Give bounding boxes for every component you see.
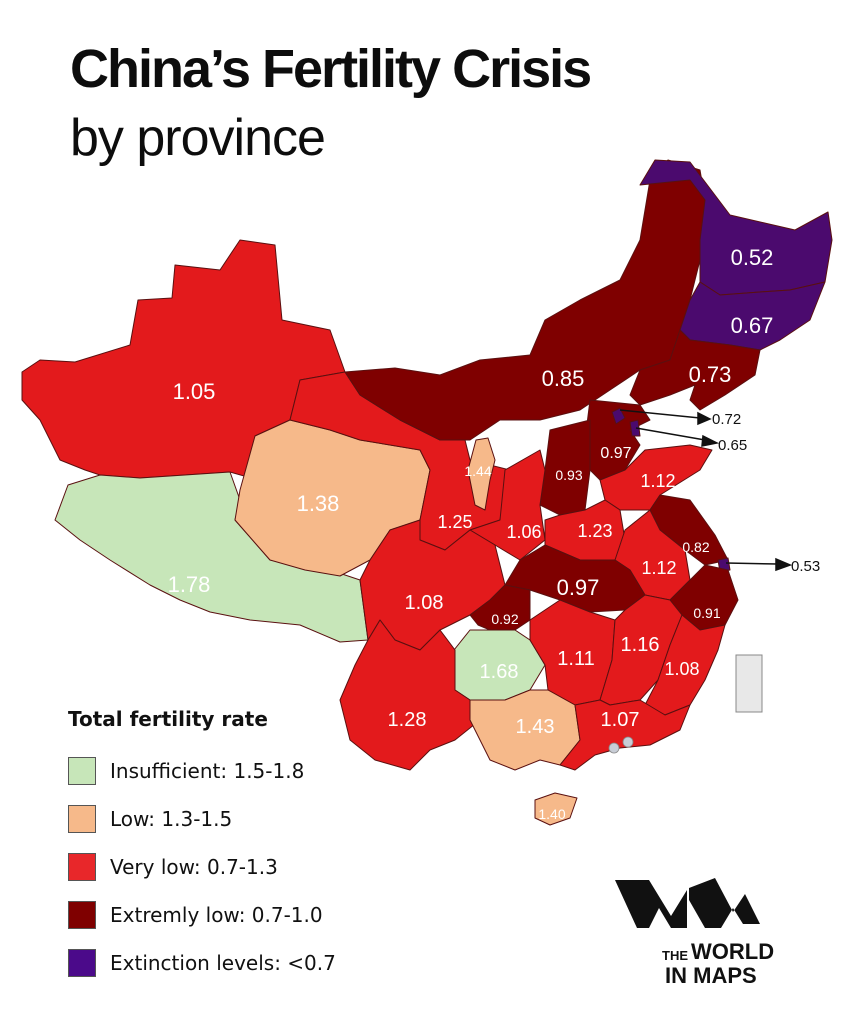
label-hebei: 0.97 bbox=[600, 445, 631, 462]
logo-world: WORLD bbox=[691, 939, 775, 964]
legend-item-low: Low: 1.3-1.5 bbox=[68, 795, 336, 843]
label-guangdong: 1.07 bbox=[601, 709, 640, 731]
legend-swatch-extinction bbox=[68, 949, 96, 977]
label-tibet: 1.78 bbox=[168, 572, 211, 597]
region-hongkong bbox=[622, 736, 634, 748]
label-fujian: 1.08 bbox=[664, 659, 699, 679]
brand-logo: THE WORLD IN MAPS bbox=[615, 878, 805, 988]
label-gansu: 1.25 bbox=[437, 512, 472, 532]
arrow-shanghai bbox=[725, 562, 779, 565]
legend-item-extremely-low: Extremly low: 0.7-1.0 bbox=[68, 891, 336, 939]
page-title: China’s Fertility Crisis bbox=[70, 39, 592, 99]
legend-label: Low: 1.3-1.5 bbox=[110, 807, 233, 831]
legend-item-extinction: Extinction levels: <0.7 bbox=[68, 939, 336, 987]
arrow-tianjin bbox=[635, 427, 706, 441]
label-hubei: 0.97 bbox=[557, 575, 600, 600]
legend-label: Extinction levels: <0.7 bbox=[110, 951, 336, 975]
region-ningxia bbox=[467, 437, 496, 511]
legend-label: Insufficient: 1.5-1.8 bbox=[110, 759, 305, 783]
region-tianjin bbox=[629, 419, 641, 437]
label-heilongjiang: 0.52 bbox=[731, 245, 774, 270]
label-hainan: 1.40 bbox=[538, 806, 565, 822]
arrow-head-shanghai bbox=[775, 557, 793, 572]
label-sichuan: 1.08 bbox=[405, 592, 444, 614]
region-guangdong bbox=[559, 699, 691, 771]
label-yunnan: 1.28 bbox=[388, 709, 427, 731]
label-guangxi: 1.43 bbox=[516, 716, 555, 738]
logo-the: THE bbox=[662, 948, 688, 963]
region-fujian bbox=[644, 614, 726, 716]
label-hunan: 1.11 bbox=[557, 648, 594, 670]
arrow-head-beijing bbox=[697, 411, 712, 426]
label-anhui: 1.12 bbox=[641, 558, 676, 578]
label-shanxi: 0.93 bbox=[555, 467, 582, 483]
label-inner-mongolia: 0.85 bbox=[542, 366, 585, 391]
legend-label: Very low: 0.7-1.3 bbox=[110, 855, 278, 879]
legend-item-insufficient: Insufficient: 1.5-1.8 bbox=[68, 747, 336, 795]
label-jiangsu: 0.82 bbox=[682, 539, 709, 555]
legend-swatch-very-low bbox=[68, 853, 96, 881]
label-jiangxi: 1.16 bbox=[621, 634, 660, 656]
label-shanghai: 0.53 bbox=[791, 558, 820, 575]
legend-title: Total fertility rate bbox=[68, 707, 268, 731]
label-qinghai: 1.38 bbox=[297, 491, 340, 516]
logo-in-maps: IN MAPS bbox=[665, 963, 757, 988]
label-tianjin: 0.65 bbox=[718, 437, 747, 454]
region-liaoning bbox=[629, 329, 761, 411]
legend-swatch-low bbox=[68, 805, 96, 833]
arrow-beijing bbox=[619, 409, 701, 419]
label-zhejiang: 0.91 bbox=[693, 605, 720, 621]
region-hainan bbox=[534, 792, 578, 826]
label-liaoning: 0.73 bbox=[689, 362, 732, 387]
legend-label: Extremly low: 0.7-1.0 bbox=[110, 903, 323, 927]
arrow-head-tianjin bbox=[701, 434, 720, 447]
page-subtitle: by province bbox=[70, 109, 326, 167]
region-macau bbox=[608, 742, 620, 754]
label-henan: 1.23 bbox=[577, 521, 612, 541]
legend-swatch-insufficient bbox=[68, 757, 96, 785]
region-tibet bbox=[54, 471, 369, 643]
label-ningxia: 1.44 bbox=[464, 463, 491, 479]
label-jilin: 0.67 bbox=[731, 313, 774, 338]
label-xinjiang: 1.05 bbox=[173, 379, 216, 404]
label-shandong: 1.12 bbox=[640, 471, 675, 491]
region-shaanxi bbox=[469, 449, 546, 561]
label-chongqing: 0.92 bbox=[491, 611, 518, 627]
wm-logo-icon bbox=[615, 878, 760, 928]
region-taiwan bbox=[735, 654, 763, 713]
region-beijing bbox=[611, 407, 626, 425]
label-shaanxi: 1.06 bbox=[506, 522, 541, 542]
label-beijing: 0.72 bbox=[712, 411, 741, 428]
legend-swatch-extremely-low bbox=[68, 901, 96, 929]
legend: Total fertility rate Insufficient: 1.5-1… bbox=[68, 707, 336, 987]
label-guizhou: 1.68 bbox=[480, 661, 519, 683]
legend-item-very-low: Very low: 0.7-1.3 bbox=[68, 843, 336, 891]
